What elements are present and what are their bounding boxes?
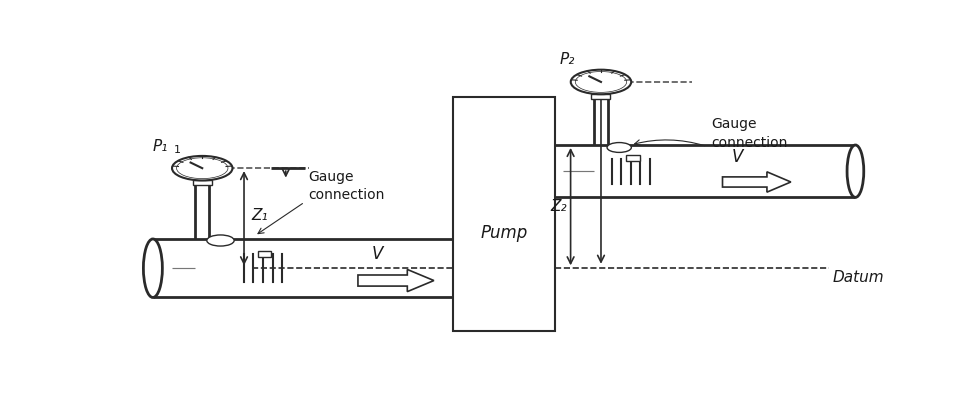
Text: P₁: P₁: [153, 139, 169, 154]
Text: 1: 1: [173, 145, 180, 155]
Circle shape: [607, 142, 631, 152]
Text: Z₁: Z₁: [252, 208, 269, 223]
Circle shape: [172, 156, 232, 180]
Bar: [258, 251, 271, 256]
Polygon shape: [358, 270, 434, 292]
Circle shape: [207, 235, 234, 246]
Text: Gauge
connection: Gauge connection: [309, 170, 385, 202]
Bar: [453, 97, 556, 331]
Bar: [193, 180, 212, 185]
Circle shape: [176, 158, 228, 179]
Text: V: V: [371, 245, 383, 263]
Bar: [592, 94, 611, 99]
Text: Datum: Datum: [833, 270, 884, 285]
Text: Z₂: Z₂: [550, 199, 566, 214]
Circle shape: [575, 72, 626, 92]
Text: Gauge
connection: Gauge connection: [711, 117, 788, 150]
Polygon shape: [722, 172, 791, 192]
Bar: [626, 156, 640, 161]
Text: Pump: Pump: [480, 224, 528, 242]
Ellipse shape: [143, 239, 163, 298]
Text: P₂: P₂: [560, 52, 574, 67]
Text: V: V: [732, 148, 743, 166]
Circle shape: [570, 70, 631, 94]
Ellipse shape: [847, 145, 863, 197]
